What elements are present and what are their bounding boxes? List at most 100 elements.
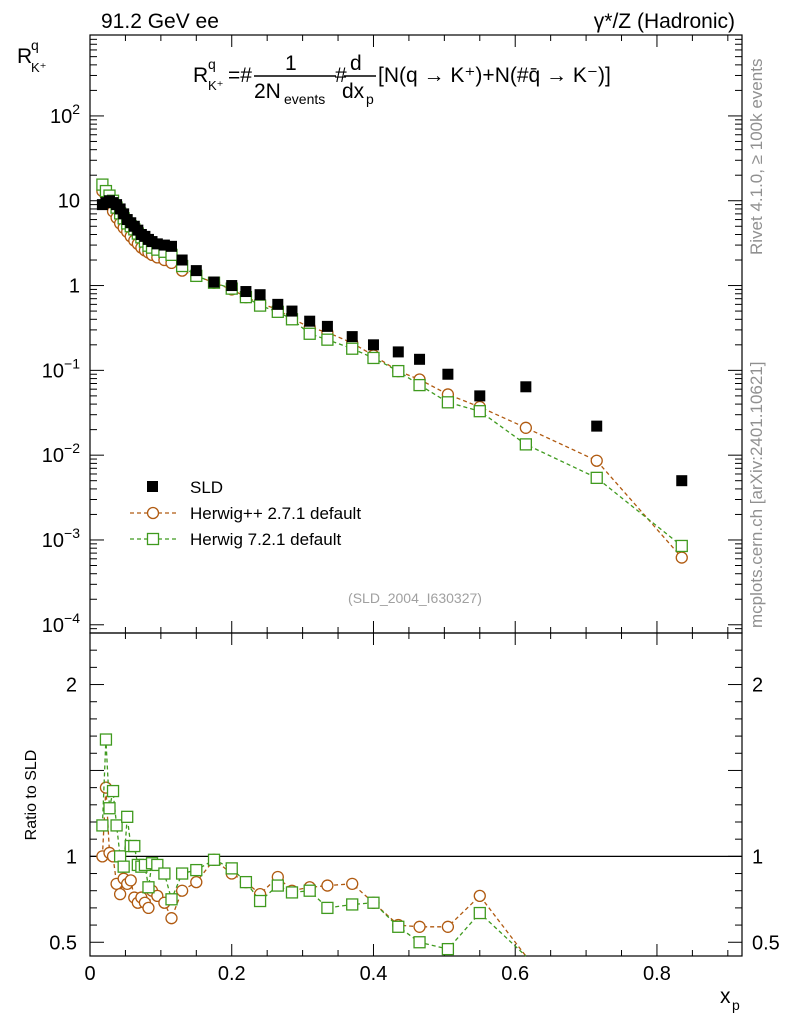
main-point-herwigpp xyxy=(519,421,532,434)
axis-ticks xyxy=(89,34,742,956)
x-tick-labels: 0 0.2 0.4 0.6 0.8 xyxy=(84,963,670,985)
analysis-watermark: (SLD_2004_I630327) xyxy=(348,590,482,606)
ratio-point-herwig7 xyxy=(321,901,334,915)
ratio-point-herwigpp xyxy=(175,884,189,897)
main-point-sld xyxy=(392,346,404,358)
main-y-label-sup: q xyxy=(31,37,39,53)
main-point-herwig7 xyxy=(253,299,267,312)
main-point-sld xyxy=(367,339,379,351)
legend-label-herwigpp: Herwig++ 2.7.1 default xyxy=(190,504,361,523)
main-y-tick-label: 10−4 xyxy=(42,610,80,637)
main-point-sld xyxy=(676,475,688,487)
ratio-y-tick-label-right: 0.5 xyxy=(752,932,780,954)
ratio-point-herwig7 xyxy=(303,884,316,897)
x-tick-label: 0.2 xyxy=(218,963,246,985)
ratio-point-herwigpp xyxy=(441,920,455,933)
ratio-point-herwig7 xyxy=(99,733,113,746)
ratio-y-tick-label-right: 1 xyxy=(752,846,763,868)
main-series-layer xyxy=(96,178,688,564)
main-point-sld xyxy=(158,239,170,251)
main-y-tick-label: 10−3 xyxy=(42,525,80,552)
ratio-panel-frame xyxy=(89,632,743,957)
main-y-label-sub: K⁺ xyxy=(31,60,47,75)
formula-frac2-den: dx xyxy=(342,80,365,103)
ratio-point-herwig7 xyxy=(128,839,141,853)
legend: SLD Herwig++ 2.7.1 default Herwig 7.2.1 … xyxy=(130,478,361,549)
legend-label-herwig7: Herwig 7.2.1 default xyxy=(190,530,341,549)
formula-lhs: R xyxy=(193,64,208,87)
main-point-herwigpp xyxy=(590,454,603,467)
ratio-y-tick-label-right: 2 xyxy=(752,675,763,697)
main-point-sld xyxy=(286,305,298,317)
main-y-tick-label: 1 xyxy=(69,276,80,298)
ratio-point-herwig7 xyxy=(96,819,109,832)
formula-frac1-den: 2N xyxy=(254,80,281,103)
formula-frac1-num: 1 xyxy=(285,52,297,75)
ratio-point-herwigpp xyxy=(113,887,127,901)
ratio-point-herwigpp xyxy=(413,920,426,933)
ratio-point-herwigpp xyxy=(142,901,155,915)
ratio-point-herwig7 xyxy=(106,784,120,798)
formula-lhs-sub: K⁺ xyxy=(208,78,224,93)
rivet-label: Rivet 4.1.0, ≥ 100k events xyxy=(747,59,766,255)
formula-hash: # xyxy=(335,64,347,87)
main-point-sld xyxy=(151,238,163,250)
x-tick-label: 0.6 xyxy=(501,963,529,985)
main-point-sld xyxy=(346,331,358,343)
ratio-point-herwig7 xyxy=(121,810,134,823)
ratio-point-herwig7 xyxy=(441,942,455,956)
main-y-label-base: R xyxy=(17,45,32,68)
main-point-herwig7 xyxy=(346,342,359,355)
main-y-tick-label: 10 xyxy=(58,191,80,213)
main-point-sld xyxy=(118,208,130,220)
main-point-herwig7 xyxy=(441,396,455,409)
ratio-point-herwig7 xyxy=(271,879,284,892)
x-tick-label: 0 xyxy=(84,963,95,985)
ratio-series-layer xyxy=(96,733,527,957)
main-point-sld xyxy=(176,254,188,266)
x-tick-label: 0.4 xyxy=(360,963,388,985)
formula: R q K⁺ =# 1 2N events # d dx p [N(q → K⁺… xyxy=(193,52,611,107)
main-point-herwig7 xyxy=(392,364,405,378)
main-point-sld xyxy=(474,390,486,402)
ratio-point-herwig7 xyxy=(110,819,123,832)
x-tick-label: 0.8 xyxy=(643,963,671,985)
formula-lhs-sup: q xyxy=(208,56,216,72)
ratio-point-herwig7 xyxy=(473,906,486,920)
ratio-y-axis-label: Ratio to SLD xyxy=(23,750,40,841)
main-point-sld xyxy=(414,353,426,365)
ratio-point-herwig7 xyxy=(175,867,189,880)
main-point-herwig7 xyxy=(473,405,486,418)
main-point-herwig7 xyxy=(321,333,334,346)
main-y-tick-label: 10−1 xyxy=(42,355,80,382)
main-point-sld xyxy=(272,298,284,310)
ratio-point-herwig7 xyxy=(413,936,426,949)
ratio-point-herwigpp xyxy=(124,874,137,887)
ratio-line-herwig7 xyxy=(101,739,527,957)
ratio-point-herwig7 xyxy=(285,886,299,899)
ratio-y-tick-labels: 0.5 0.5 1 1 2 2 xyxy=(49,675,780,955)
formula-eq: =# xyxy=(228,64,252,87)
main-panel-frame xyxy=(89,34,743,634)
ratio-point-herwigpp xyxy=(346,877,359,890)
main-point-herwig7 xyxy=(519,438,532,451)
mcplots-label: mcplots.cern.ch [arXiv:2401.10621] xyxy=(747,362,766,628)
formula-frac2-den-sub: p xyxy=(366,91,374,107)
ratio-y-tick-label: 1 xyxy=(66,846,77,868)
main-point-sld xyxy=(240,286,252,298)
ratio-point-herwig7 xyxy=(225,862,238,875)
ratio-point-herwigpp xyxy=(473,889,486,903)
main-point-sld xyxy=(591,420,603,432)
main-point-herwig7 xyxy=(675,539,688,553)
main-point-herwig7 xyxy=(590,471,603,485)
ratio-point-herwig7 xyxy=(190,863,203,877)
ratio-point-herwig7 xyxy=(113,850,127,863)
main-y-axis-label: R q K⁺ xyxy=(17,37,47,75)
main-y-tick-label: 10−2 xyxy=(42,440,80,467)
ratio-y-tick-label: 2 xyxy=(66,675,77,697)
ratio-point-herwig7 xyxy=(253,894,267,908)
x-axis-label: x p xyxy=(720,985,740,1013)
main-point-herwig7 xyxy=(303,327,316,340)
main-point-herwig7 xyxy=(413,378,426,392)
